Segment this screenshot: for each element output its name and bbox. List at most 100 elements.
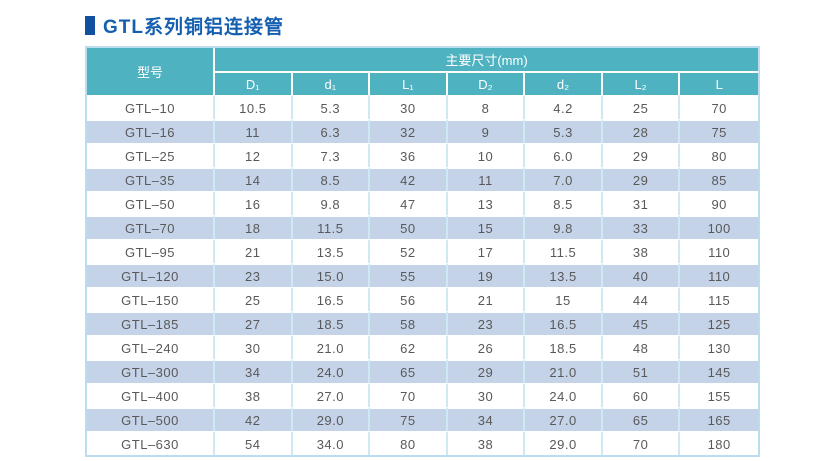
value-cell: 29.0 [292, 407, 371, 431]
value-cell: 11 [447, 167, 526, 191]
model-cell: GTL–16 [87, 119, 215, 143]
model-cell: GTL–25 [87, 143, 215, 167]
table-row: GTL–16 11 6.3 32 9 5.3 28 75 [87, 119, 758, 143]
model-cell: GTL–120 [87, 263, 215, 287]
value-cell: 56 [370, 287, 448, 311]
value-cell: 70 [370, 383, 448, 407]
value-cell: 26 [447, 335, 526, 359]
value-cell: 54 [215, 431, 293, 455]
model-cell: GTL–185 [87, 311, 215, 335]
value-cell: 115 [680, 287, 758, 311]
value-cell: 80 [680, 143, 758, 167]
value-cell: 30 [215, 335, 293, 359]
value-cell: 31 [602, 191, 681, 215]
value-cell: 24.0 [292, 359, 371, 383]
value-cell: 8.5 [292, 167, 371, 191]
model-cell: GTL–50 [87, 191, 215, 215]
model-cell: GTL–150 [87, 287, 215, 311]
value-cell: 55 [370, 263, 448, 287]
value-cell: 4.2 [525, 95, 603, 119]
value-cell: 10 [447, 143, 526, 167]
value-cell: 5.3 [292, 95, 371, 119]
value-cell: 29 [447, 359, 526, 383]
value-cell: 70 [602, 431, 681, 455]
dimensions-table: 型号 主要尺寸(mm) D₁ d₁ L₁ D₂ d₂ L₂ L GTL–10 10.5 5.3 3… [85, 46, 760, 457]
value-cell: 11.5 [525, 239, 603, 263]
model-cell: GTL–35 [87, 167, 215, 191]
value-cell: 21.0 [292, 335, 371, 359]
value-cell: 11.5 [292, 215, 371, 239]
value-cell: 130 [680, 335, 758, 359]
model-cell: GTL–70 [87, 215, 215, 239]
value-cell: 65 [602, 407, 681, 431]
value-cell: 27.0 [292, 383, 371, 407]
value-cell: 9 [447, 119, 526, 143]
value-cell: 110 [680, 239, 758, 263]
model-cell: GTL–500 [87, 407, 215, 431]
value-cell: 15 [525, 287, 603, 311]
value-cell: 100 [680, 215, 758, 239]
model-cell: GTL–240 [87, 335, 215, 359]
value-cell: 16.5 [292, 287, 371, 311]
value-cell: 23 [447, 311, 526, 335]
table-row: GTL–240 30 21.0 62 26 18.5 48 130 [87, 335, 758, 359]
value-cell: 34 [447, 407, 526, 431]
value-cell: 14 [215, 167, 293, 191]
value-cell: 5.3 [525, 119, 603, 143]
value-cell: 21.0 [525, 359, 603, 383]
value-cell: 13.5 [525, 263, 603, 287]
value-cell: 28 [602, 119, 681, 143]
value-cell: 30 [370, 95, 448, 119]
dimension-column-header: D₂ [447, 73, 526, 95]
value-cell: 32 [370, 119, 448, 143]
value-cell: 36 [370, 143, 448, 167]
value-cell: 21 [215, 239, 293, 263]
value-cell: 7.3 [292, 143, 371, 167]
value-cell: 18.5 [292, 311, 371, 335]
table-row: GTL–35 14 8.5 42 11 7.0 29 85 [87, 167, 758, 191]
value-cell: 9.8 [525, 215, 603, 239]
value-cell: 29 [602, 167, 681, 191]
value-cell: 51 [602, 359, 681, 383]
value-cell: 18.5 [525, 335, 603, 359]
value-cell: 40 [602, 263, 681, 287]
value-cell: 16.5 [525, 311, 603, 335]
value-cell: 38 [215, 383, 293, 407]
value-cell: 34 [215, 359, 293, 383]
main-dimensions-group-header: 主要尺寸(mm) [215, 48, 758, 73]
value-cell: 11 [215, 119, 293, 143]
group-header-row: 型号 主要尺寸(mm) [87, 48, 758, 95]
value-cell: 25 [215, 287, 293, 311]
value-cell: 110 [680, 263, 758, 287]
value-cell: 29.0 [525, 431, 603, 455]
value-cell: 45 [602, 311, 681, 335]
value-cell: 27.0 [525, 407, 603, 431]
value-cell: 85 [680, 167, 758, 191]
value-cell: 70 [680, 95, 758, 119]
model-cell: GTL–630 [87, 431, 215, 455]
value-cell: 30 [447, 383, 526, 407]
value-cell: 10.5 [215, 95, 293, 119]
value-cell: 48 [602, 335, 681, 359]
table-row: GTL–400 38 27.0 70 30 24.0 60 155 [87, 383, 758, 407]
value-cell: 47 [370, 191, 448, 215]
value-cell: 13.5 [292, 239, 371, 263]
value-cell: 52 [370, 239, 448, 263]
value-cell: 15.0 [292, 263, 371, 287]
table-header: 型号 主要尺寸(mm) D₁ d₁ L₁ D₂ d₂ L₂ L [87, 48, 758, 95]
value-cell: 23 [215, 263, 293, 287]
model-cell: GTL–10 [87, 95, 215, 119]
value-cell: 25 [602, 95, 681, 119]
value-cell: 42 [370, 167, 448, 191]
value-cell: 12 [215, 143, 293, 167]
page-title-row: GTL系列铜铝连接管 [85, 12, 833, 38]
value-cell: 9.8 [292, 191, 371, 215]
value-cell: 125 [680, 311, 758, 335]
table-row: GTL–150 25 16.5 56 21 15 44 115 [87, 287, 758, 311]
dimension-column-header: L [680, 73, 758, 95]
value-cell: 15 [447, 215, 526, 239]
table-row: GTL–300 34 24.0 65 29 21.0 51 145 [87, 359, 758, 383]
value-cell: 62 [370, 335, 448, 359]
table-row: GTL–120 23 15.0 55 19 13.5 40 110 [87, 263, 758, 287]
